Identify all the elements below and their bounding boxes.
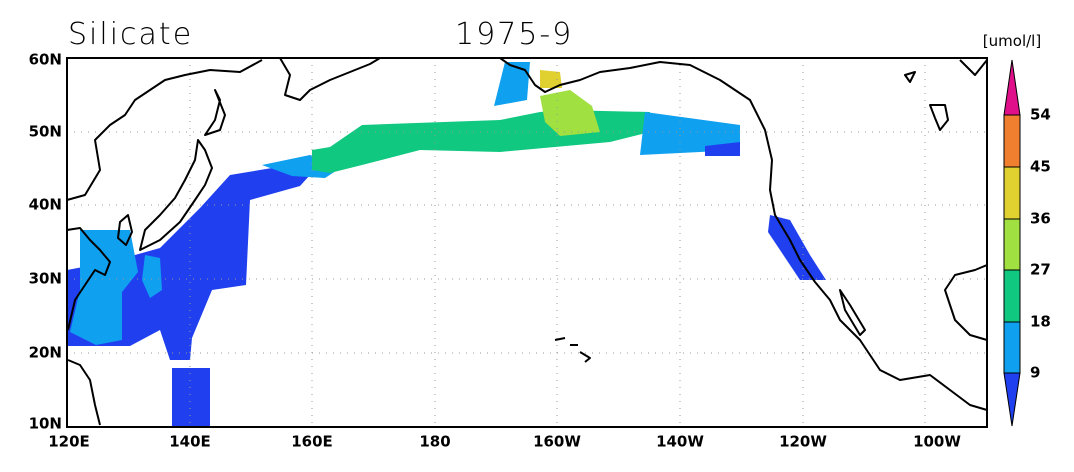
fill-low: [67, 165, 310, 360]
lon-label: 140E: [169, 433, 211, 451]
fill-blue: [640, 112, 740, 155]
colorbar-segment: [1003, 59, 1021, 116]
colorbar-segment: [1003, 321, 1021, 374]
lat-label: 30N: [29, 270, 62, 288]
colorbar-segment: [1003, 114, 1021, 168]
colorbar-label: 27: [1030, 261, 1051, 279]
fill-lightgreen: [540, 90, 600, 136]
lat-label: 10N: [29, 415, 62, 433]
data-fill: [67, 62, 826, 426]
coast-korea: [117, 214, 133, 246]
lon-labels: 120E 140E 160E 180 160W 140W 120W 100W: [48, 433, 961, 451]
fill-blue: [70, 230, 138, 345]
fill-blue: [494, 62, 530, 106]
fill-blue: [142, 255, 162, 298]
colorbar-label: 36: [1030, 210, 1051, 228]
lat-label: 20N: [29, 344, 62, 362]
lon-label: 160E: [291, 433, 333, 451]
lon-label: 160W: [533, 433, 581, 451]
colorbar-label: 9: [1030, 364, 1040, 382]
coast-sea: [67, 359, 101, 426]
colorbar-labels: 9 18 27 36 45 54: [1030, 106, 1051, 382]
fill-low: [705, 142, 740, 156]
lat-label: 60N: [29, 51, 62, 69]
lon-label: 180: [419, 433, 450, 451]
coast-gulf: [944, 264, 988, 341]
lon-label: 120E: [48, 433, 90, 451]
coast-canada: [904, 59, 988, 131]
colorbar-label: 54: [1030, 106, 1051, 124]
lat-label: 40N: [29, 196, 62, 214]
coast-baja: [839, 289, 866, 336]
lat-labels: 60N 50N 40N 30N 20N 10N: [29, 51, 62, 433]
lon-label: 100W: [913, 433, 961, 451]
coast-asia: [66, 59, 263, 201]
title: Silicate: [68, 17, 193, 52]
colorbar-segment: [1003, 269, 1021, 323]
coastline: [66, 57, 988, 426]
lon-label: 120W: [779, 433, 827, 451]
colorbar-segment: [1003, 372, 1021, 427]
lon-label: 140W: [656, 433, 704, 451]
colorbar-label: 45: [1030, 158, 1051, 176]
coast-america: [499, 57, 988, 411]
colorbar-label: 18: [1030, 313, 1051, 331]
fill-yellow: [540, 70, 562, 88]
coast-kamchatka: [279, 57, 381, 101]
date: 1975-9: [455, 17, 573, 52]
coast-sakhalin: [204, 89, 226, 136]
fill-green: [312, 110, 650, 173]
colorbar-segment: [1003, 166, 1021, 220]
colorbar: [1003, 59, 1021, 427]
colorbar-segment: [1003, 218, 1021, 271]
coast-china: [66, 227, 111, 331]
lat-label: 50N: [29, 123, 62, 141]
coast-hawaii: [554, 337, 591, 363]
fill-low: [768, 215, 826, 280]
fill-low: [172, 368, 210, 426]
coast-japan: [139, 139, 213, 251]
units: [umol/l]: [983, 32, 1041, 50]
map-frame: [66, 57, 988, 428]
